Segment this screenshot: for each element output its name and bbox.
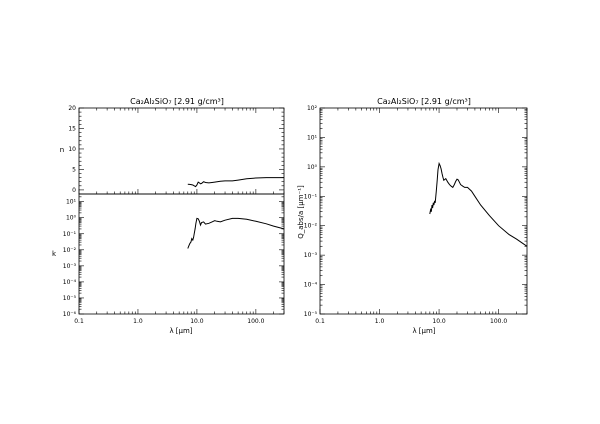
y-tick-label: 5 — [72, 166, 76, 173]
y-tick-label: 10⁻³ — [63, 263, 77, 270]
y-tick-label: 10¹ — [66, 199, 77, 206]
n-panel: 0 5 10 15 20 — [68, 105, 285, 195]
right-x-axis: 0.1 1.0 10.0 100.0 — [315, 108, 528, 325]
y-tick-label: 10⁻² — [304, 223, 318, 230]
left-x-axis: 0.1 1.0 10.0 100.0 — [74, 309, 285, 325]
left-plot-title: Ca₂Al₂SiO₇ [2.91 g/cm³] — [130, 97, 224, 106]
y-tick-label: 10¹ — [307, 134, 318, 141]
k-axis-label: k — [52, 250, 57, 258]
y-tick-label: 10⁻⁴ — [304, 282, 318, 289]
right-x-axis-label: λ [μm] — [412, 327, 435, 335]
x-tick-label: 100.0 — [490, 318, 507, 325]
y-tick-label: 10⁻⁵ — [63, 295, 77, 302]
y-tick-label: 10⁻¹ — [63, 231, 77, 238]
n-panel-frame — [78, 107, 285, 195]
x-tick-label: 100.0 — [247, 318, 264, 325]
y-tick-label: 0 — [72, 187, 76, 194]
n-axis-label: n — [60, 146, 64, 154]
x-tick-label: 10.0 — [432, 318, 446, 325]
y-tick-label: 10⁻⁴ — [63, 279, 77, 286]
x-tick-label: 1.0 — [133, 318, 143, 325]
x-tick-label: 1.0 — [375, 318, 385, 325]
y-tick-label: 10⁻⁶ — [63, 311, 77, 318]
qabs-curve — [429, 161, 528, 247]
y-tick-label: 10⁻² — [63, 247, 77, 254]
k-curve — [187, 217, 285, 249]
x-tick-label: 0.1 — [74, 318, 84, 325]
y-tick-label: 10⁰ — [66, 215, 77, 222]
y-tick-label: 20 — [68, 105, 76, 112]
y-tick-label: 10⁰ — [307, 164, 318, 171]
x-tick-label: 0.1 — [315, 318, 325, 325]
n-curve — [187, 177, 284, 188]
y-tick-label: 10 — [68, 146, 76, 153]
k-panel-frame — [78, 193, 285, 315]
right-plot: Ca₂Al₂SiO₇ [2.91 g/cm³] 10⁻⁵ 10⁻⁴ 10⁻³ 10⁻²… — [297, 97, 528, 335]
qabs-panel: 10⁻⁵ 10⁻⁴ 10⁻³ 10⁻² 10⁻¹ 10⁰ 10¹ 10² — [304, 105, 528, 318]
right-plot-title: Ca₂Al₂SiO₇ [2.91 g/cm³] — [377, 97, 471, 106]
y-tick-label: 10⁻¹ — [304, 193, 318, 200]
y-tick-label: 10⁻⁵ — [304, 311, 318, 318]
k-panel: 10⁻⁶ 10⁻⁵ 10⁻⁴ 10⁻³ 10⁻² 10⁻¹ 10⁰ 10¹ — [63, 193, 285, 318]
qabs-axis-label: Q_abs/a [μm⁻¹] — [297, 185, 305, 239]
x-tick-label: 10.0 — [190, 318, 204, 325]
y-tick-label: 10² — [307, 105, 318, 112]
qabs-panel-frame — [319, 107, 528, 315]
y-tick-label: 10⁻³ — [304, 252, 318, 259]
y-tick-label: 15 — [68, 125, 76, 132]
left-x-axis-label: λ [μm] — [169, 327, 192, 335]
